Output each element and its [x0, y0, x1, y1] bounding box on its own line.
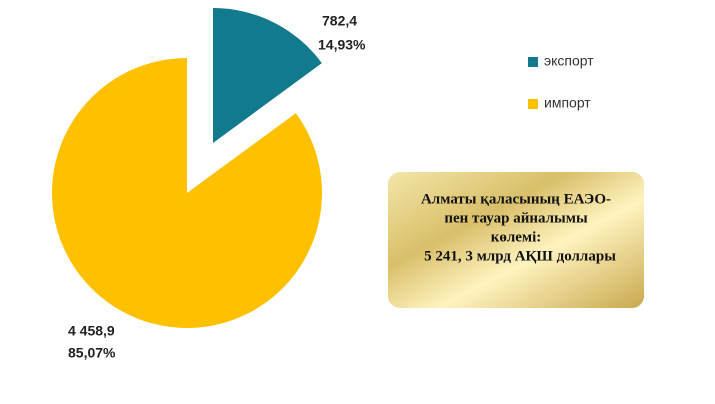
legend-label: экспорт — [544, 53, 594, 69]
pie-slice — [52, 57, 323, 328]
percent-label: 14,93% — [318, 37, 366, 53]
legend-label: импорт — [544, 95, 591, 111]
value-label: 782,4 — [322, 13, 357, 29]
value-label: 4 458,9 — [68, 323, 115, 339]
legend-swatch — [528, 99, 538, 109]
legend-swatch — [528, 57, 538, 67]
annotation-text: көлемі: — [491, 229, 542, 245]
pie-slice — [213, 8, 322, 143]
annotation-text: 5 241, 3 млрд АҚШ доллары — [424, 248, 616, 264]
annotation-text: пен тауар айналымы — [444, 210, 588, 226]
annotation-box — [388, 172, 644, 308]
percent-label: 85,07% — [68, 345, 116, 361]
annotation-text: Алматы қаласының ЕАЭО- — [421, 191, 611, 207]
